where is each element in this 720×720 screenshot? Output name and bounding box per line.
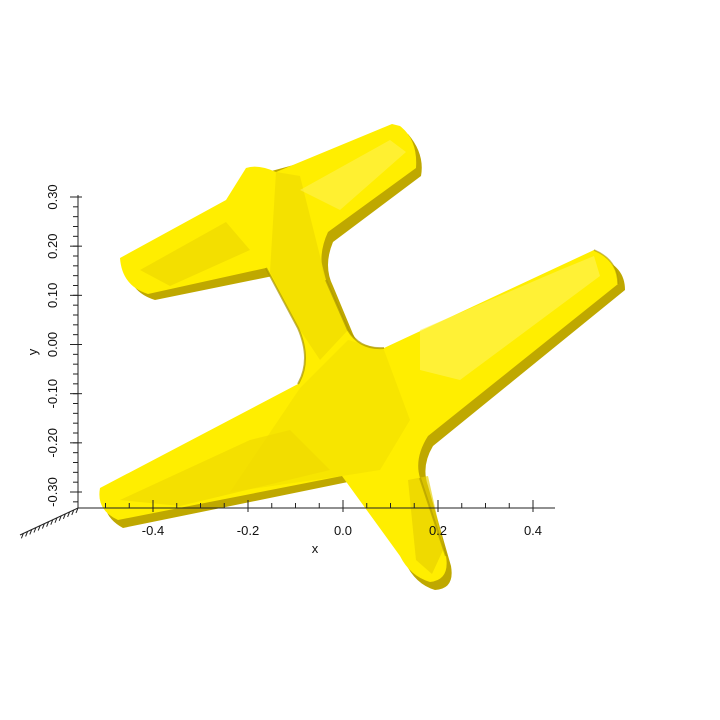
z-minor-tick [20, 533, 24, 539]
y-tick-label: 0.20 [45, 234, 60, 259]
x-tick-label: 0.0 [334, 523, 352, 538]
x-axis-title: x [312, 541, 319, 556]
z-minor-tick [67, 511, 71, 518]
z-minor-tick [29, 529, 33, 535]
z-minor-tick [25, 531, 29, 537]
z-minor-tick [37, 525, 41, 531]
y-axis-ticks: -0.30 -0.20 -0.10 0.00 0.10 0.20 0.30 [45, 184, 82, 507]
facet-shade [270, 172, 348, 360]
y-tick-label: -0.30 [45, 477, 60, 507]
facet-shade [140, 222, 250, 286]
z-minor-tick [50, 519, 54, 525]
x-tick-label: -0.2 [237, 523, 259, 538]
facet-shade [420, 256, 600, 380]
z-minor-tick [33, 527, 37, 533]
z-minor-tick [58, 515, 62, 521]
z-minor-tick [62, 513, 66, 520]
axes: -0.4 -0.2 0.0 0.2 0.4 -0.30 -0.20 -0.10 0.00 0.1… [19, 184, 555, 556]
mesh-edge [593, 249, 619, 285]
y-tick-label: -0.10 [45, 379, 60, 409]
mesh-edge [325, 279, 385, 350]
x-tick-label: 0.4 [524, 523, 542, 538]
z-axis-line [19, 507, 79, 536]
facet-shade [120, 430, 330, 506]
z-axis-ticks [20, 507, 79, 539]
z-minor-tick [46, 521, 50, 527]
z-minor-tick [75, 507, 79, 514]
z-minor-tick [54, 517, 58, 523]
y-tick-label: 0.00 [45, 332, 60, 357]
z-minor-tick [71, 509, 75, 516]
y-tick-label: -0.20 [45, 428, 60, 458]
facet-shade [408, 476, 444, 574]
mesh-edge [265, 267, 306, 385]
x-tick-label: 0.2 [429, 523, 447, 538]
y-tick-label: 0.10 [45, 283, 60, 308]
z-minor-tick [41, 523, 45, 529]
mesh-edge [419, 477, 447, 557]
y-tick-label: 0.30 [45, 184, 60, 209]
facet-shade [300, 140, 406, 210]
x-tick-label: -0.4 [142, 523, 164, 538]
x-axis-ticks: -0.4 -0.2 0.0 0.2 0.4 [105, 500, 542, 538]
y-axis-title: y [25, 348, 40, 355]
airplane-mesh [99, 124, 625, 590]
